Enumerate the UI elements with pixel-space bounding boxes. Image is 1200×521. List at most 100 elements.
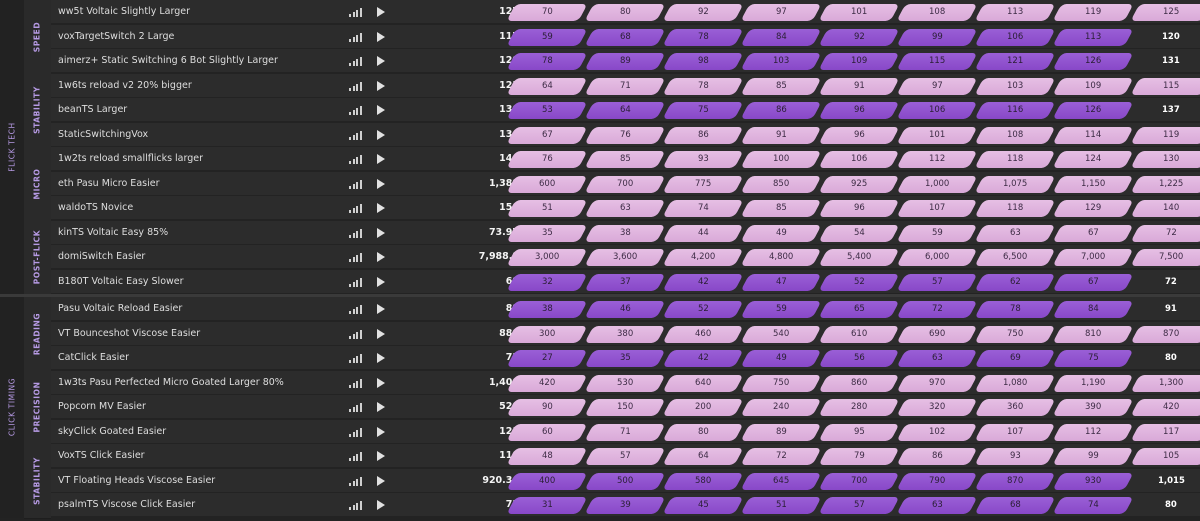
- scenario-name[interactable]: eth Pasu Micro Easier: [58, 177, 160, 189]
- scenario-name[interactable]: waldoTS Novice: [58, 202, 134, 213]
- signal-bars-icon[interactable]: [349, 32, 363, 42]
- rank-threshold-value: 1,080: [1002, 377, 1028, 388]
- scenario-row[interactable]: StaticSwitchingVox134100%677686919610110…: [51, 122, 1200, 147]
- scenario-row[interactable]: beanTS Larger13036%536475869610611612613…: [51, 98, 1200, 122]
- scenario-name[interactable]: psalmTS Viscose Click Easier: [58, 499, 196, 510]
- play-icon[interactable]: [377, 154, 385, 164]
- signal-bars-icon[interactable]: [349, 7, 363, 17]
- signal-bars-icon[interactable]: [349, 203, 363, 213]
- signal-bar: [352, 505, 355, 510]
- rank-threshold-value: 27: [541, 353, 553, 363]
- signal-bars-icon[interactable]: [349, 228, 363, 238]
- play-icon[interactable]: [377, 203, 385, 213]
- rank-threshold-value: 72: [1165, 276, 1177, 287]
- rank-threshold-value: 106: [850, 154, 868, 164]
- scenario-row[interactable]: kinTS Voltaic Easy 85%73.97100%353844495…: [51, 220, 1200, 245]
- scenario-name[interactable]: ww5t Voltaic Slightly Larger: [58, 6, 190, 17]
- play-icon[interactable]: [377, 353, 385, 363]
- scenario-row[interactable]: Pasu Voltaic Reload Easier8857%384652596…: [51, 297, 1200, 321]
- scenario-name[interactable]: StaticSwitchingVox: [58, 128, 149, 140]
- signal-bars-icon[interactable]: [349, 378, 363, 388]
- signal-bars-icon[interactable]: [349, 427, 363, 437]
- signal-bar: [349, 482, 351, 486]
- rank-threshold-cell: 31: [506, 497, 588, 514]
- scenario-row[interactable]: aimerz+ Static Switching 6 Bot Slightly …: [51, 49, 1200, 73]
- scenario-row[interactable]: 1w6ts reload v2 20% bigger125100%6471788…: [51, 73, 1200, 98]
- scenario-name[interactable]: VoxTS Click Easier: [58, 450, 145, 461]
- scenario-name[interactable]: B180T Voltaic Easy Slower: [58, 275, 184, 287]
- rank-threshold-value: 101: [928, 129, 946, 140]
- scenario-row[interactable]: ww5t Voltaic Slightly Larger127100%70809…: [51, 0, 1200, 24]
- signal-bars-icon[interactable]: [349, 476, 363, 486]
- play-icon[interactable]: [377, 129, 385, 140]
- signal-bar: [352, 333, 355, 339]
- scenario-name[interactable]: domiSwitch Easier: [58, 251, 146, 262]
- scenario-name[interactable]: skyClick Goated Easier: [58, 425, 167, 437]
- scenario-row[interactable]: domiSwitch Easier7,988.8100%3,0003,6004,…: [51, 245, 1200, 269]
- signal-bars-icon[interactable]: [349, 304, 363, 314]
- signal-bars-icon[interactable]: [349, 277, 363, 287]
- scenario-name[interactable]: 1w2ts reload smallflicks larger: [58, 153, 204, 164]
- play-icon[interactable]: [377, 276, 385, 287]
- scenario-name[interactable]: aimerz+ Static Switching 6 Bot Slightly …: [58, 55, 278, 66]
- signal-bars-icon[interactable]: [349, 329, 363, 339]
- play-icon[interactable]: [377, 426, 385, 437]
- rank-threshold-value: 420: [1162, 402, 1180, 412]
- scenario-row[interactable]: voxTargetSwitch 2 Large11757%59687884929…: [51, 24, 1200, 49]
- signal-bars-icon[interactable]: [349, 154, 363, 164]
- scenario-name[interactable]: Popcorn MV Easier: [58, 401, 146, 412]
- play-icon[interactable]: [377, 500, 385, 510]
- play-icon[interactable]: [377, 252, 385, 262]
- signal-bars-icon[interactable]: [349, 130, 363, 140]
- signal-bars-icon[interactable]: [349, 353, 363, 363]
- play-icon[interactable]: [377, 7, 385, 17]
- play-icon[interactable]: [377, 105, 385, 115]
- scenario-name[interactable]: beanTS Larger: [58, 104, 128, 115]
- rank-threshold-value: 390: [1084, 402, 1102, 412]
- scenario-name[interactable]: VT Bounceshot Viscose Easier: [58, 327, 201, 339]
- scenario-row[interactable]: VT Floating Heads Viscose Easier920.3683…: [51, 468, 1200, 493]
- play-icon[interactable]: [377, 56, 385, 66]
- scenario-row[interactable]: eth Pasu Micro Easier1,388100%6007007758…: [51, 171, 1200, 196]
- play-icon[interactable]: [377, 377, 385, 388]
- signal-bars-icon[interactable]: [349, 81, 363, 91]
- play-icon[interactable]: [377, 227, 385, 238]
- signal-bars-icon[interactable]: [349, 179, 363, 189]
- scenario-name[interactable]: voxTargetSwitch 2 Large: [58, 30, 175, 42]
- scenario-name[interactable]: VT Floating Heads Viscose Easier: [58, 474, 216, 486]
- scenario-row[interactable]: VT Bounceshot Viscose Easier880100%30038…: [51, 321, 1200, 346]
- signal-bars-icon[interactable]: [349, 56, 363, 66]
- rank-threshold-value: 64: [541, 80, 553, 91]
- scenario-name[interactable]: 1w6ts reload v2 20% bigger: [58, 79, 192, 91]
- rank-threshold-cell: 63: [896, 497, 978, 514]
- scenario-row[interactable]: skyClick Goated Easier121100%60718089951…: [51, 419, 1200, 444]
- scenario-name[interactable]: 1w3ts Pasu Perfected Micro Goated Larger…: [58, 376, 284, 388]
- signal-bars-icon[interactable]: [349, 252, 363, 262]
- play-icon[interactable]: [377, 80, 385, 91]
- scenario-row[interactable]: 1w2ts reload smallflicks larger144100%76…: [51, 147, 1200, 171]
- play-icon[interactable]: [377, 451, 385, 461]
- signal-bars-icon[interactable]: [349, 402, 363, 412]
- scenario-row[interactable]: psalmTS Viscose Click Easier7380%3139455…: [51, 493, 1200, 517]
- play-icon[interactable]: [377, 402, 385, 412]
- signal-bars-icon[interactable]: [349, 500, 363, 510]
- scenario-row[interactable]: Popcorn MV Easier520100%9015020024028032…: [51, 395, 1200, 419]
- play-icon[interactable]: [377, 328, 385, 339]
- signal-bar: [352, 358, 355, 363]
- play-icon[interactable]: [377, 475, 385, 486]
- scenario-row[interactable]: 1w3ts Pasu Perfected Micro Goated Larger…: [51, 370, 1200, 395]
- signal-bars-icon[interactable]: [349, 451, 363, 461]
- play-icon[interactable]: [377, 31, 385, 42]
- scenario-name[interactable]: kinTS Voltaic Easy 85%: [58, 226, 169, 238]
- signal-bars-icon[interactable]: [349, 105, 363, 115]
- scenario-name[interactable]: Pasu Voltaic Reload Easier: [58, 303, 183, 314]
- play-icon[interactable]: [377, 304, 385, 314]
- scenario-row[interactable]: VoxTS Click Easier110100%485764727986939…: [51, 444, 1200, 468]
- signal-bar: [356, 405, 358, 412]
- scenario-row[interactable]: B180T Voltaic Easy Slower6940%3237424752…: [51, 269, 1200, 294]
- rank-threshold-cell: 93: [974, 448, 1056, 465]
- scenario-row[interactable]: waldoTS Novice150100%5163748596107118129…: [51, 196, 1200, 220]
- scenario-name[interactable]: CatClick Easier: [58, 352, 129, 363]
- play-icon[interactable]: [377, 178, 385, 189]
